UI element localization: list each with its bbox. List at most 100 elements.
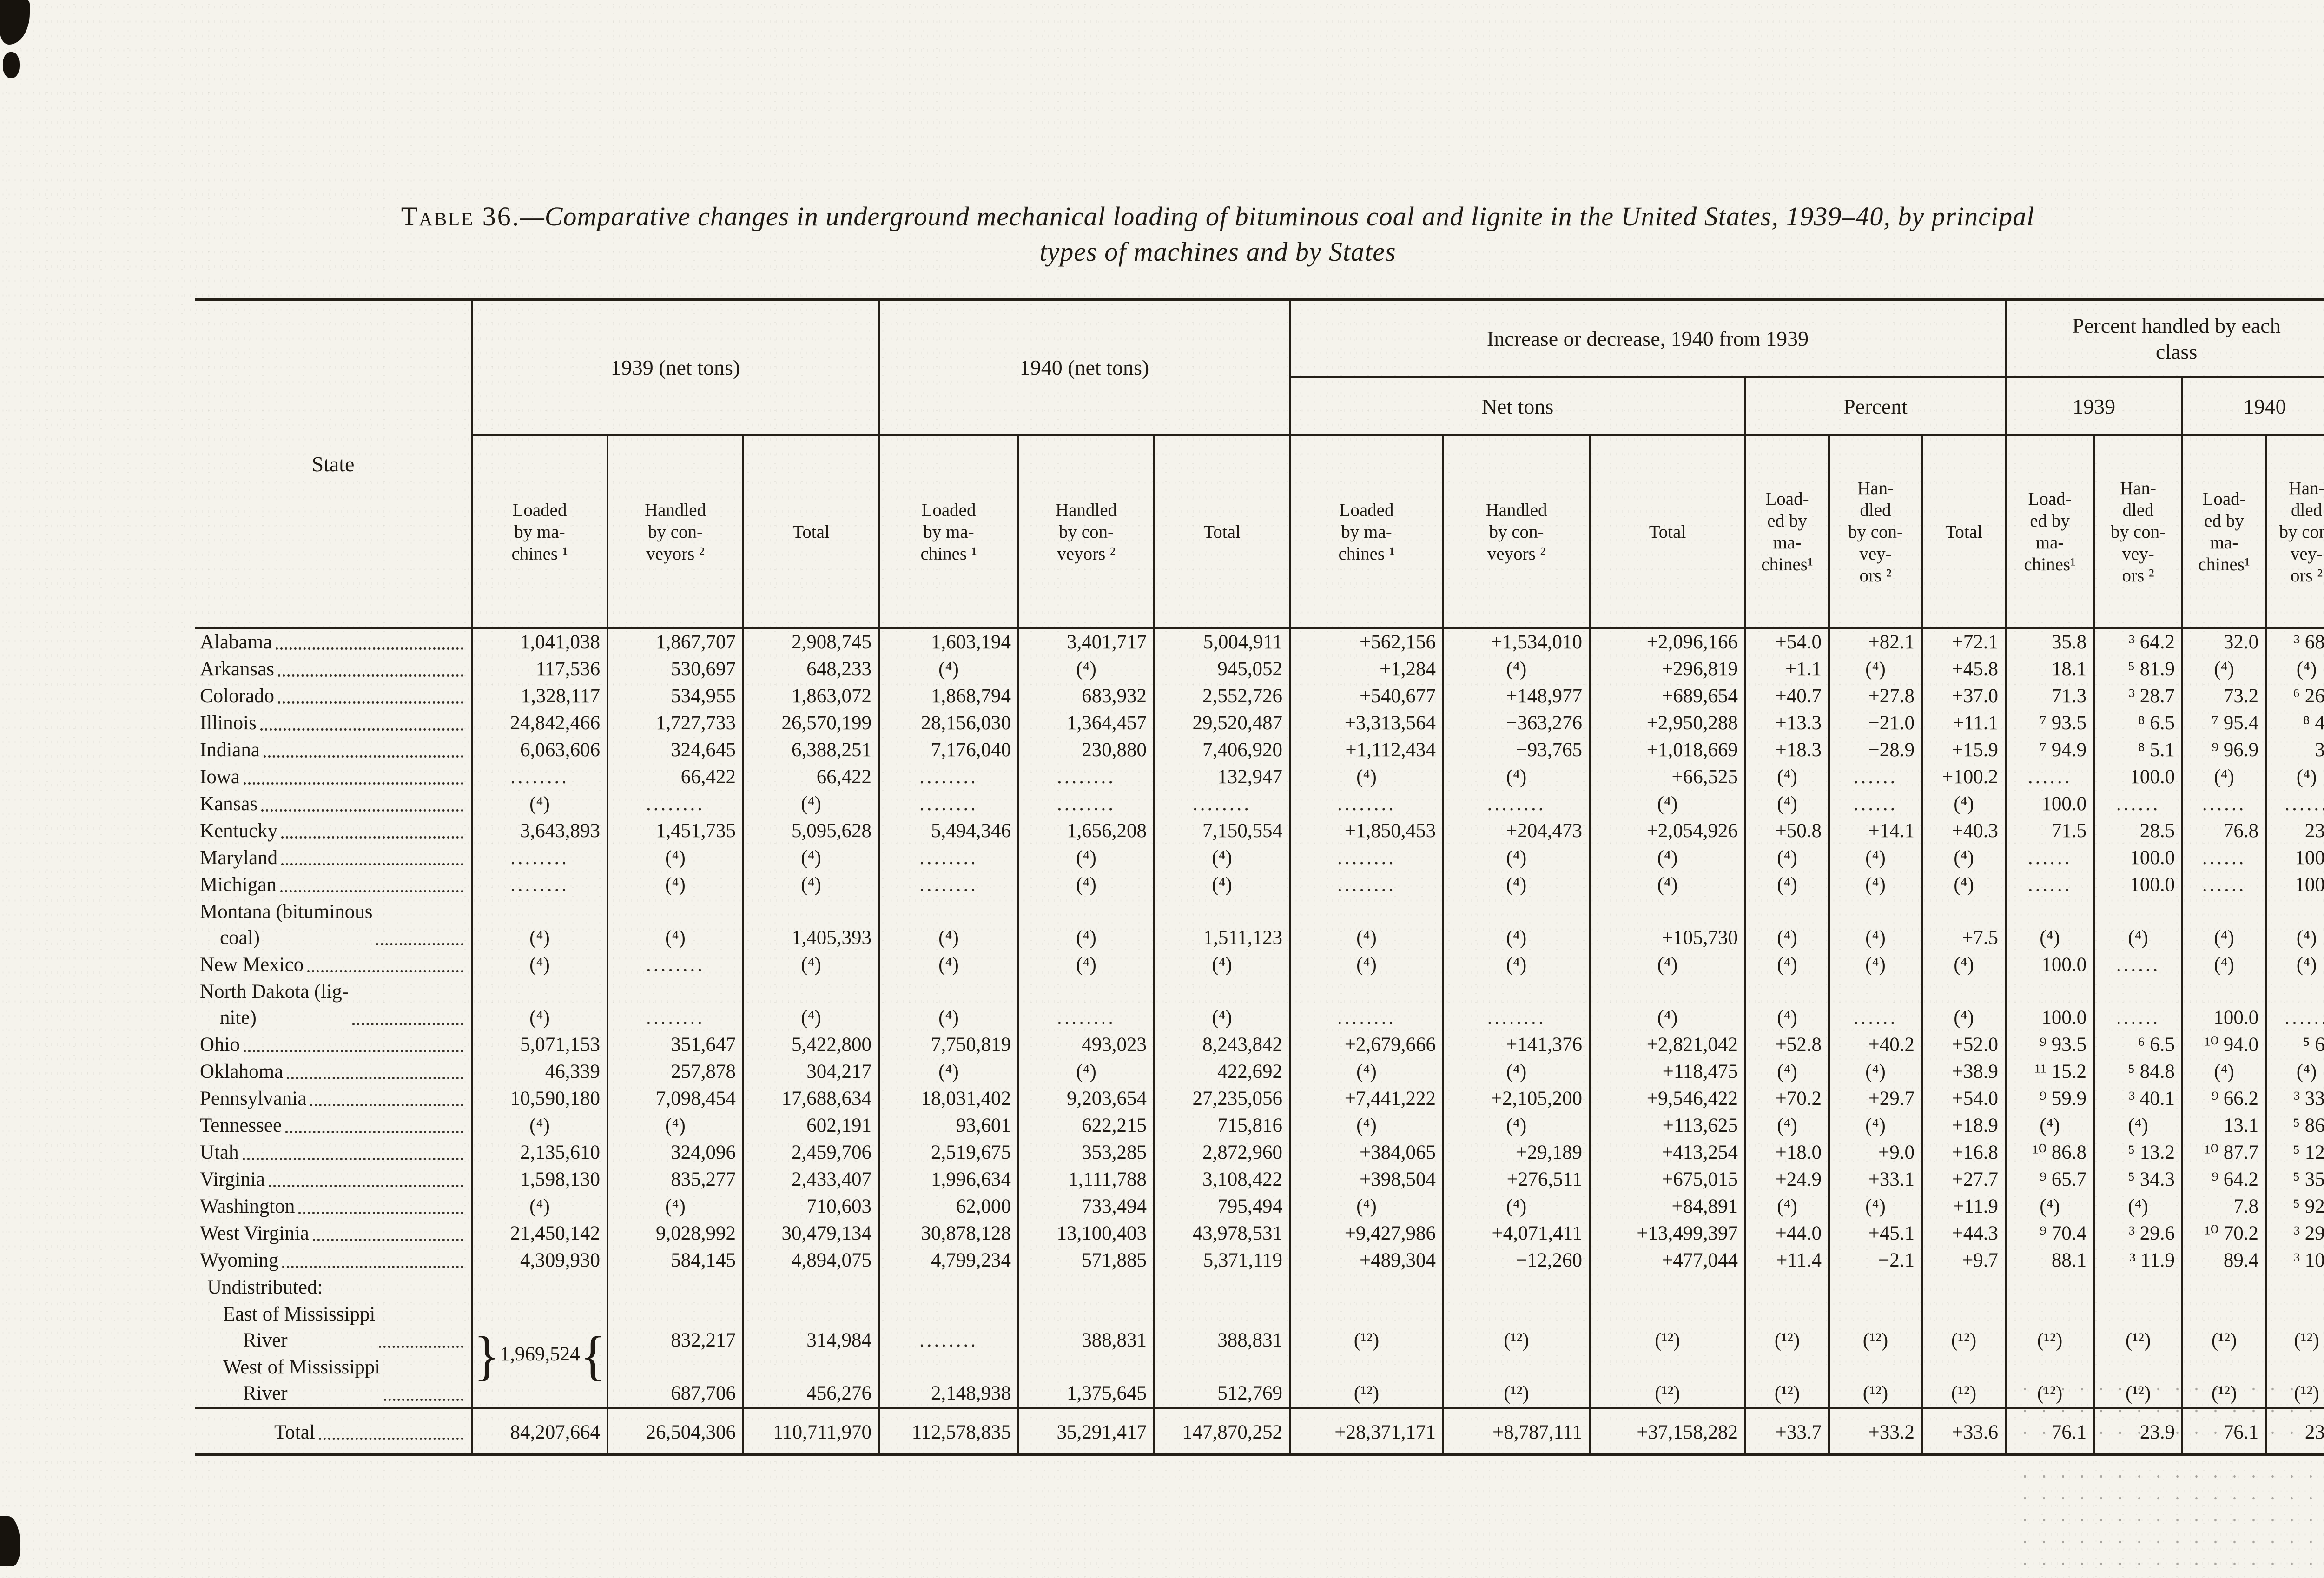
row-label: East of Mississippi River	[195, 1301, 473, 1354]
row-label: Kentucky	[195, 818, 473, 845]
data-cell: (⁴)	[1744, 764, 1830, 791]
data-cell: 1,867,707	[607, 628, 744, 656]
data-cell: +11.9	[1921, 1194, 2007, 1221]
data-cell: (¹²)	[1828, 1354, 1923, 1408]
data-cell: (⁴)	[2181, 1059, 2267, 1086]
data-cell: 257,878	[607, 1059, 744, 1086]
dotted-leader	[379, 1346, 463, 1348]
data-cell	[1828, 1274, 1923, 1301]
data-cell: (⁴)	[471, 1113, 608, 1140]
data-cell: +204,473	[1442, 818, 1591, 845]
data-cell: ⁹ 64.2	[2181, 1167, 2267, 1194]
header-group-row: State 1939 (net tons) 1940 (net tons) In…	[195, 299, 2324, 629]
data-cell: (⁴)	[471, 979, 608, 1032]
row-label: West of Mississippi River	[195, 1354, 473, 1408]
dotted-leader	[298, 1212, 463, 1214]
row-label: Colorado	[195, 683, 473, 710]
data-cell: (¹²)	[1828, 1301, 1923, 1354]
data-cell: 832,217	[607, 1301, 744, 1354]
dotted-leader	[278, 674, 463, 677]
dotted-leader	[244, 1050, 463, 1052]
data-cell: +562,156	[1289, 628, 1444, 656]
table-container: State 1939 (net tons) 1940 (net tons) In…	[195, 298, 2324, 1456]
data-cell: 30,878,128	[878, 1221, 1019, 1248]
data-cell: 7,150,554	[1153, 818, 1291, 845]
row-label-text: Indiana	[200, 739, 260, 761]
data-cell: (⁴)	[1828, 1113, 1923, 1140]
data-cell: +148,977	[1442, 683, 1591, 710]
row-label-text: North Dakota (lig- nite)	[200, 981, 349, 1029]
data-cell: 324,645	[607, 737, 744, 764]
data-cell: (⁴)	[1289, 1194, 1444, 1221]
data-cell: (¹²)	[2005, 1354, 2095, 1408]
data-cell: ³ 29.8	[2265, 1221, 2324, 1248]
data-cell: ⁷ 93.5	[2005, 710, 2095, 737]
data-cell: (⁴)	[1442, 656, 1591, 683]
data-cell: 76.1	[2005, 1407, 2095, 1454]
data-cell: 43,978,531	[1153, 1221, 1291, 1248]
data-cell: ⁹ 93.5	[2005, 1032, 2095, 1059]
data-cell: (⁴)	[1589, 845, 1746, 872]
dotted-leader	[261, 809, 463, 812]
data-cell: (¹²)	[1589, 1301, 1746, 1354]
header-subgroup-row: Net tons Percent 1939 1940	[195, 376, 2324, 436]
data-cell: 715,816	[1153, 1113, 1291, 1140]
data-cell: (⁴)	[742, 845, 880, 872]
data-cell: (¹²)	[1921, 1354, 2007, 1408]
data-cell: +33.7	[1744, 1407, 1830, 1454]
data-cell: 3.1	[2265, 737, 2324, 764]
data-cell: 512,769	[1153, 1354, 1291, 1408]
data-cell: 304,217	[742, 1059, 880, 1086]
data-cell: (⁴)	[1017, 1059, 1155, 1086]
data-cell: +398,504	[1289, 1167, 1444, 1194]
data-cell: ⁶ 6.5	[2093, 1032, 2184, 1059]
data-cell: ⁵ 34.3	[2093, 1167, 2184, 1194]
data-cell: (⁴)	[1153, 872, 1291, 899]
data-cell: (¹²)	[2093, 1301, 2184, 1354]
row-label-text: Alabama	[200, 631, 272, 653]
row-label: Illinois	[195, 710, 473, 737]
data-cell: (⁴)	[1442, 899, 1591, 952]
data-cell	[471, 1274, 608, 1301]
data-cell: 84,207,664	[471, 1407, 608, 1454]
data-cell: +1,018,669	[1589, 737, 1746, 764]
data-cell	[1153, 1274, 1291, 1301]
table-row: East of Mississippi River}1,969,524{832,…	[195, 1301, 2324, 1408]
data-cell: +9.7	[1921, 1248, 2007, 1274]
data-cell: 5,494,346	[878, 818, 1019, 845]
data-cell: +15.9	[1921, 737, 2007, 764]
data-cell: ........	[1442, 791, 1591, 818]
data-cell: ........	[878, 764, 1019, 791]
data-cell: +18.3	[1744, 737, 1830, 764]
data-cell: +37.0	[1921, 683, 2007, 710]
data-cell: +45.8	[1921, 656, 2007, 683]
data-cell	[878, 1274, 1019, 1301]
title-text-1: —Comparative changes in underground mech…	[520, 201, 2035, 231]
data-cell: +29,189	[1442, 1140, 1591, 1167]
group-header-increase: Increase or decrease, 1940 from 1939	[1288, 299, 2007, 378]
data-cell: +1,850,453	[1289, 818, 1444, 845]
data-cell: +4,071,411	[1442, 1221, 1591, 1248]
data-cell: 3,401,717	[1017, 628, 1155, 656]
table-row: Undistributed:	[195, 1274, 2324, 1301]
row-label: Alabama	[195, 628, 473, 656]
data-cell: (¹²)	[1921, 1301, 2007, 1354]
data-cell: (¹²)	[1289, 1354, 1444, 1408]
dotted-leader	[287, 1077, 463, 1079]
data-cell: (⁴)	[2265, 1059, 2324, 1086]
col-header-1939-loaded: Loaded by ma- chines ¹	[471, 434, 608, 629]
data-cell: ........	[1289, 791, 1444, 818]
data-cell: 100.0	[2265, 845, 2324, 872]
col-header-net-handled: Handled by con- veyors ²	[1442, 434, 1591, 629]
data-cell: (⁴)	[1744, 979, 1830, 1032]
data-cell: +33.6	[1921, 1407, 2007, 1454]
data-cell: (⁴)	[1744, 1059, 1830, 1086]
table-row: Oklahoma 46,339 257,878 304,217 (⁴) (⁴) 422,69…	[195, 1059, 2324, 1086]
col-header-class-1939-loaded: Load- ed by ma- chines¹	[2005, 434, 2095, 629]
table-row: Kentucky 3,643,893 1,451,735 5,095,628 5,494…	[195, 818, 2324, 845]
row-label: Washington	[195, 1194, 473, 1221]
data-cell: ........	[1442, 979, 1591, 1032]
row-label-text: New Mexico	[200, 954, 304, 976]
data-cell: (⁴)	[1017, 845, 1155, 872]
